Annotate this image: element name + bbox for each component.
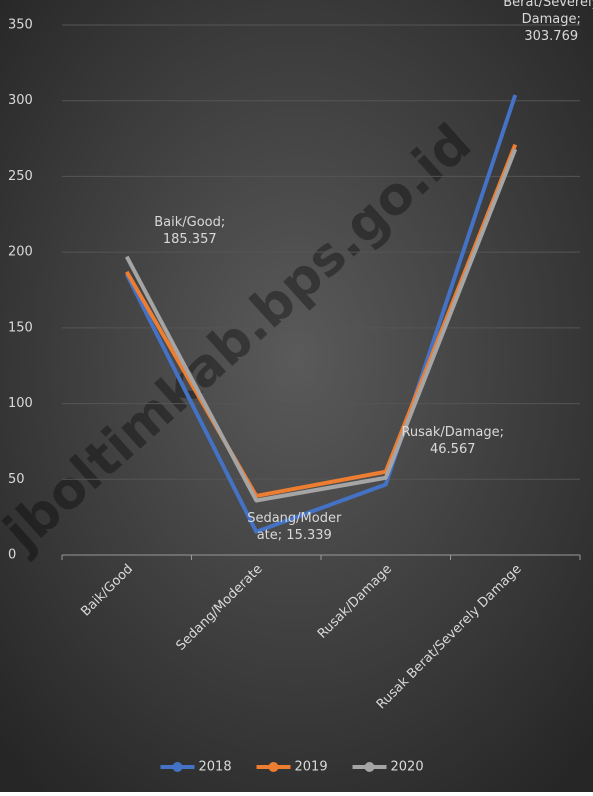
series-line [124,148,518,503]
y-tick-label: 50 [8,472,25,487]
y-tick-label: 350 [8,18,33,33]
data-label-text: Rusak Berat/Severely Damage; 303.769 [503,0,593,44]
y-tick-label: 150 [8,320,33,335]
data-label: Rusak/Damage; 46.567 [401,425,505,458]
legend-marker [172,762,183,772]
data-label-text: Sedang/Moderate; 15.339 [247,510,342,543]
y-tick-label: 250 [8,169,33,184]
data-label-text: Baik/Good; 185.357 [154,215,226,248]
legend-marker [364,762,375,772]
legend-label: 2019 [295,760,328,775]
data-label: Baik/Good; 185.357 [154,215,226,248]
series-line [124,94,518,534]
data-label: Sedang/Moderate; 15.339 [247,510,342,543]
legend-label: 2020 [391,760,424,775]
y-tick-label: 0 [8,548,16,563]
y-tick-label: 200 [8,245,33,260]
legend-marker [268,762,279,772]
data-label-text: Rusak/Damage; 46.567 [401,425,505,458]
data-label: Rusak Berat/Severely Damage; 303.769 [503,0,593,44]
y-tick-label: 100 [8,396,33,411]
legend-label: 2018 [199,760,232,775]
y-tick-label: 300 [8,93,33,108]
